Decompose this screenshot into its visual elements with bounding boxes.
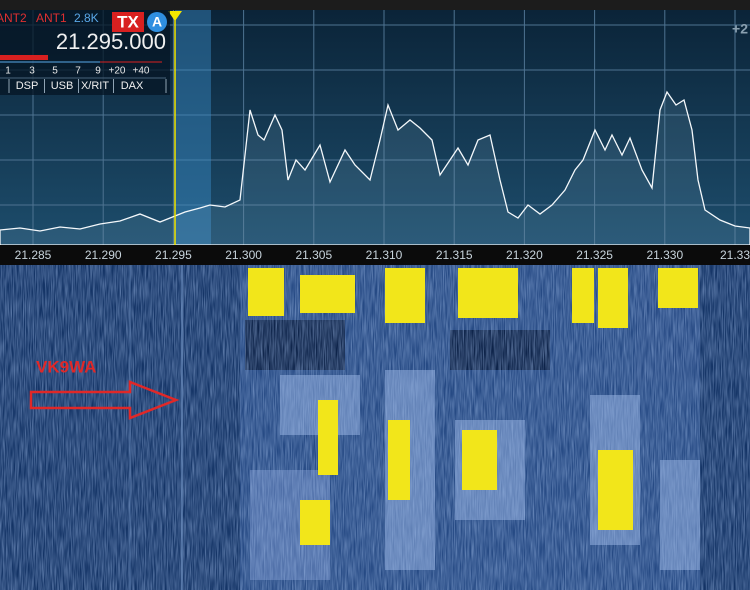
- frequency-label: 21.325: [576, 248, 613, 262]
- slice-badge[interactable]: [147, 12, 167, 32]
- frequency-label: 21.33: [720, 248, 750, 262]
- panel-button[interactable]: USB: [51, 80, 74, 92]
- meter-scale-label: 1: [5, 66, 11, 77]
- meter-scale-label: +40: [133, 66, 150, 77]
- meter-scale-label: 3: [29, 66, 35, 77]
- s-meter-bar: [0, 55, 48, 60]
- frequency-label: 21.330: [646, 248, 683, 262]
- slice-label: A: [152, 14, 162, 30]
- tuning-marker[interactable]: [168, 11, 182, 21]
- callsign-annotation: VK9WA: [36, 357, 96, 376]
- waterfall-noise: [0, 265, 750, 590]
- antenna-tx[interactable]: ANT1: [36, 11, 67, 25]
- meter-scale-label: 7: [75, 66, 81, 77]
- frequency-label: 21.295: [155, 248, 192, 262]
- vertical-grid: [32, 10, 736, 245]
- panel-button[interactable]: DAX: [121, 80, 144, 92]
- frequency-label: 21.320: [506, 248, 543, 262]
- frequency-label: 21.315: [436, 248, 473, 262]
- right-label: +2: [732, 21, 748, 37]
- frequency-label: 21.310: [366, 248, 403, 262]
- frequency-label: 21.285: [15, 248, 52, 262]
- bandwidth[interactable]: 2.8K: [74, 11, 99, 25]
- panel-button[interactable]: X/RIT: [81, 80, 109, 92]
- waterfall-peaks: [248, 268, 698, 545]
- slice-frequency[interactable]: 21.295.000: [56, 29, 166, 54]
- frequency-label: 21.300: [225, 248, 262, 262]
- meter-scale-label: 5: [52, 66, 58, 77]
- annotation-arrow: [29, 380, 180, 420]
- frequency-label: 21.305: [295, 248, 332, 262]
- meter-scale-label: +20: [109, 66, 126, 77]
- frequency-axis-bar: [0, 245, 750, 265]
- tx-label: TX: [117, 12, 139, 31]
- top-bar: [0, 0, 750, 10]
- meter-scale: 1 3 5 7 9 +20 +40: [5, 66, 150, 77]
- frequency-label: 21.290: [85, 248, 122, 262]
- antenna-rx[interactable]: ANT2: [0, 11, 27, 25]
- frequency-axis: 21.285 21.290 21.295 21.300 21.305 21.310 21.3…: [15, 248, 750, 262]
- spectrum-trace: [0, 90, 750, 246]
- tx-badge[interactable]: [112, 12, 144, 32]
- panel-button[interactable]: DSP: [16, 80, 39, 92]
- button-row: DSP USB X/RIT DAX: [8, 79, 167, 93]
- meter-scale-label: 9: [95, 66, 101, 77]
